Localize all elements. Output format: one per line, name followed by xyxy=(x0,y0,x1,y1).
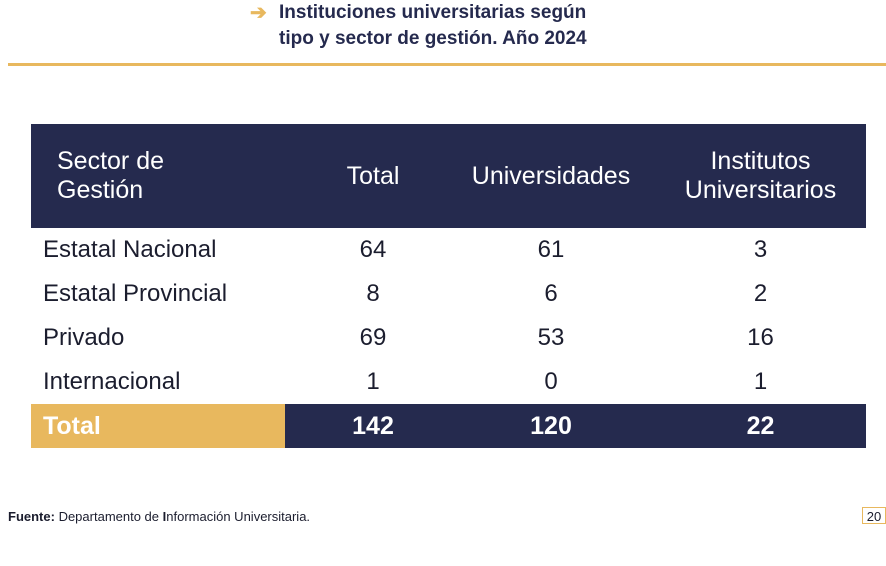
row-label: Estatal Nacional xyxy=(43,236,217,263)
cell-universidades: 6 xyxy=(544,280,558,307)
cell-universidades: 0 xyxy=(544,368,558,395)
cell-institutos: 3 xyxy=(753,236,768,263)
total-label: Total xyxy=(31,404,285,448)
header-sector: Sector de Gestión xyxy=(31,124,285,228)
cell-universidades: 53 xyxy=(537,324,565,351)
header-universidades: Universidades xyxy=(461,124,641,228)
title-line-1: Instituciones universitarias según xyxy=(279,2,587,23)
institutions-table: Sector de Gestión Total Universidades Ins… xyxy=(31,124,866,448)
cell-total: 8 xyxy=(366,280,380,307)
header-total: Total xyxy=(285,124,461,228)
table-header-row: Sector de Gestión Total Universidades Ins… xyxy=(31,124,866,228)
source-note: Fuente: Departamento de Información Univ… xyxy=(8,509,310,524)
cell-institutos: 16 xyxy=(747,324,774,351)
divider xyxy=(8,63,886,66)
source-label: Fuente: xyxy=(8,509,55,524)
page-number: 20 xyxy=(862,507,886,524)
source-text: Departamento de xyxy=(54,509,163,524)
cell-institutos: 1 xyxy=(753,368,768,395)
table-row: Estatal Provincial 8 6 2 xyxy=(31,272,866,316)
total-total: 142 xyxy=(285,404,461,448)
cell-institutos: 2 xyxy=(753,280,768,307)
cell-universidades: 61 xyxy=(537,236,565,263)
source-text-bold: I xyxy=(162,509,167,524)
cell-total: 69 xyxy=(359,324,387,351)
table-row: Internacional 1 0 1 xyxy=(31,360,866,404)
total-row: Total 142 120 22 xyxy=(31,404,866,448)
row-label: Privado xyxy=(43,324,125,351)
source-text-end: nformación Universitaria. xyxy=(166,509,311,524)
page-title: ➔ Instituciones universitarias según tip… xyxy=(250,0,670,52)
table-row: Privado 69 53 16 xyxy=(31,316,866,360)
total-institutos: 22 xyxy=(641,404,866,448)
cell-total: 64 xyxy=(359,236,387,263)
arrow-right-icon: ➔ xyxy=(250,2,267,24)
total-universidades: 120 xyxy=(461,404,641,448)
row-label: Internacional xyxy=(43,368,181,395)
title-line-2: tipo y sector de gestión. Año 2024 xyxy=(279,28,587,49)
header-institutos: Institutos Universitarios xyxy=(641,124,866,228)
table-row: Estatal Nacional 64 61 3 xyxy=(31,228,866,272)
row-label: Estatal Provincial xyxy=(43,280,228,307)
cell-total: 1 xyxy=(366,368,380,395)
